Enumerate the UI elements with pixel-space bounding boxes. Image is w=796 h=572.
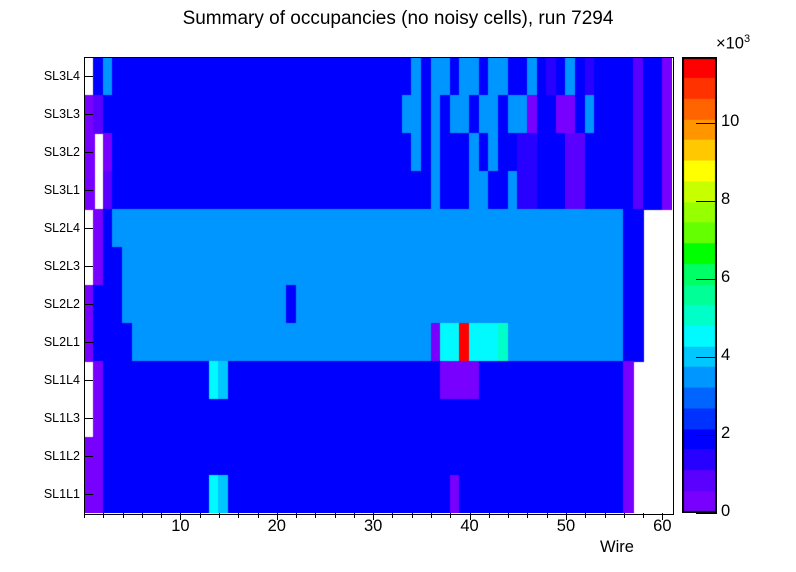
- y-axis-tick: [84, 342, 93, 343]
- page-title: Summary of occupancies (no noisy cells),…: [182, 8, 614, 29]
- palette-tick: [696, 513, 717, 514]
- palette-tick-label-2: 2: [721, 424, 731, 443]
- color-palette-canvas: [682, 57, 717, 513]
- palette-tick: [696, 201, 717, 203]
- x-axis-minor-tick: [218, 513, 220, 518]
- x-axis-minor-tick: [392, 513, 394, 518]
- y-axis-tick: [84, 494, 93, 495]
- y-axis-label-sl3l4: SL3L4: [43, 69, 80, 83]
- x-axis-minor-tick: [334, 513, 336, 518]
- x-axis-major-tick: [565, 513, 567, 520]
- y-axis-tick: [84, 76, 93, 77]
- y-axis-label-sl3l1: SL3L1: [43, 183, 80, 197]
- x-axis-minor-tick: [623, 513, 625, 518]
- x-axis-minor-tick: [238, 513, 240, 518]
- y-axis-label-sl2l4: SL2L4: [43, 221, 80, 235]
- y-axis-tick: [84, 418, 93, 419]
- y-axis-label-sl2l2: SL2L2: [43, 297, 80, 311]
- y-axis-tick: [84, 380, 93, 381]
- x-axis-major-tick: [469, 513, 471, 520]
- x-axis-label-10: 10: [171, 517, 190, 535]
- x-axis-label-60: 60: [653, 517, 672, 535]
- palette-tick: [696, 279, 717, 281]
- heatmap-canvas[interactable]: [84, 57, 672, 513]
- x-axis-minor-tick: [257, 513, 259, 518]
- palette-tick: [696, 123, 717, 125]
- palette-exponent-mantissa: ×10: [716, 34, 744, 53]
- y-axis-label-sl1l2: SL1L2: [43, 449, 80, 463]
- palette-exponent-label: ×103: [716, 33, 750, 54]
- x-axis: 10 20 30 40 50 60: [84, 517, 672, 543]
- y-axis-label-sl3l2: SL3L2: [43, 145, 80, 159]
- y-axis-label-sl2l3: SL2L3: [43, 259, 80, 273]
- x-axis-minor-tick: [103, 513, 105, 518]
- x-axis-minor-tick: [84, 513, 85, 518]
- x-axis-label-30: 30: [363, 517, 383, 535]
- y-axis-tick: [84, 304, 93, 305]
- x-axis-label-50: 50: [556, 517, 576, 535]
- y-axis-tick: [84, 266, 93, 267]
- palette-exponent-power: 3: [744, 33, 751, 45]
- x-axis-minor-tick: [161, 513, 163, 518]
- x-axis-label-20: 20: [267, 517, 286, 535]
- y-axis-tick: [84, 228, 93, 229]
- y-axis-tick: [84, 190, 93, 191]
- x-axis-title: Wire: [600, 538, 634, 556]
- y-axis-label-sl1l1: SL1L1: [43, 487, 80, 501]
- y-axis: SL1L1 SL1L2 SL1L3 SL1L4 SL2L1 SL2L2 SL2L3 SL2L4…: [8, 57, 80, 513]
- palette-tick: [696, 435, 717, 437]
- x-axis-minor-tick: [585, 513, 587, 518]
- x-axis-minor-tick: [488, 513, 490, 518]
- x-axis-major-tick: [276, 513, 278, 520]
- x-axis-minor-tick: [643, 513, 645, 518]
- palette-tick: [696, 357, 717, 359]
- y-axis-tick: [84, 114, 93, 115]
- x-axis-major-tick: [662, 513, 664, 520]
- x-axis-major-tick: [180, 513, 182, 520]
- x-axis-minor-tick: [199, 513, 201, 518]
- x-axis-minor-tick: [604, 513, 606, 518]
- x-axis-minor-tick: [122, 513, 124, 518]
- x-axis-minor-tick: [527, 513, 529, 518]
- y-axis-tick: [84, 456, 93, 457]
- palette-tick-label-0: 0: [721, 502, 731, 520]
- y-axis-label-sl1l3: SL1L3: [43, 411, 80, 425]
- x-axis-minor-tick: [450, 513, 452, 518]
- palette-ticks: 10 8 6 4 2 0: [0, 0, 739, 519]
- y-axis-label-sl2l1: SL2L1: [43, 335, 80, 349]
- x-axis-minor-tick: [353, 513, 355, 518]
- x-axis-major-tick: [373, 513, 375, 520]
- palette-tick-label-10: 10: [721, 112, 740, 131]
- x-axis-minor-tick: [431, 513, 433, 518]
- y-axis-tick: [84, 152, 93, 153]
- x-axis-minor-tick: [411, 513, 413, 518]
- color-palette-bar[interactable]: [682, 57, 717, 513]
- heatmap-plot-area[interactable]: [84, 57, 672, 513]
- x-axis-minor-tick: [296, 513, 298, 518]
- x-axis-minor-tick: [546, 513, 548, 518]
- x-axis-minor-tick: [315, 513, 317, 518]
- y-axis-label-sl1l4: SL1L4: [43, 373, 80, 387]
- x-axis-minor-tick: [141, 513, 143, 518]
- palette-tick-label-6: 6: [721, 268, 731, 287]
- x-axis-minor-tick: [508, 513, 510, 518]
- y-axis-label-sl3l3: SL3L3: [43, 107, 80, 121]
- palette-tick-label-8: 8: [721, 190, 731, 209]
- x-axis-label-40: 40: [460, 517, 479, 535]
- palette-tick-label-4: 4: [721, 346, 731, 365]
